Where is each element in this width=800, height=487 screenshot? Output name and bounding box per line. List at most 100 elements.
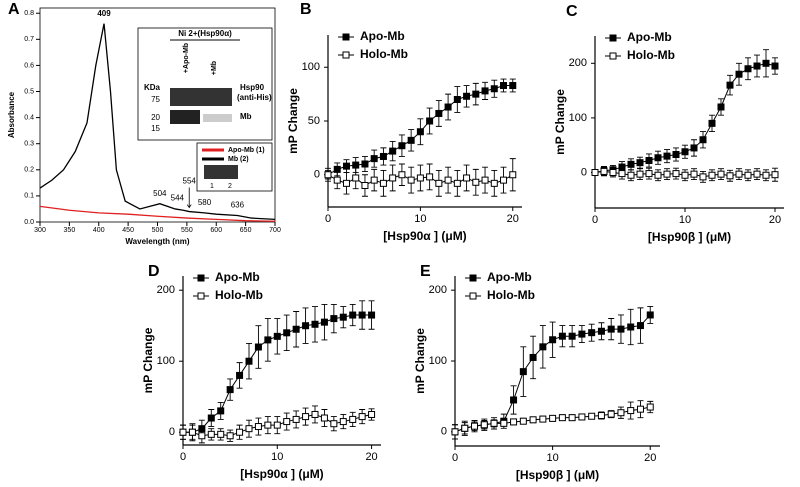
y-tick-label: 0.5: [24, 88, 34, 95]
x-tick-label: 450: [122, 227, 134, 234]
point: [539, 343, 547, 351]
legend-marker: [469, 292, 477, 300]
point: [324, 171, 332, 179]
point: [519, 417, 527, 425]
point: [627, 323, 635, 331]
point: [352, 174, 360, 182]
legend-label: Apo-Mb: [627, 30, 672, 44]
point: [342, 162, 350, 170]
point: [389, 147, 397, 155]
point: [645, 156, 653, 164]
point: [708, 119, 716, 127]
point: [529, 353, 537, 361]
x-tick-label: 10: [271, 451, 283, 463]
point: [627, 160, 635, 168]
point: [179, 428, 187, 436]
legend-label: Holo-Mb: [627, 48, 675, 62]
point: [681, 171, 689, 179]
x-axis-label: [Hsp90α ] (μM): [240, 467, 323, 481]
y-axis-label: mP Change: [553, 89, 567, 155]
x-tick-label: 10: [546, 452, 558, 464]
point: [236, 371, 244, 379]
series-line: [39, 23, 276, 221]
point: [245, 425, 253, 433]
point: [510, 418, 518, 426]
point: [578, 330, 586, 338]
legend-label: Holo-Mb: [215, 288, 263, 302]
point: [597, 412, 605, 420]
point: [617, 325, 625, 333]
point: [311, 320, 319, 328]
legend-marker: [342, 33, 350, 41]
point: [330, 315, 338, 323]
y-tick-label: 0.1: [24, 193, 34, 200]
legend-label: Apo-Mb (1): [228, 147, 265, 154]
legend-marker: [342, 51, 350, 59]
blot-band: [203, 114, 232, 122]
point: [646, 403, 654, 411]
y-tick-label: 0: [441, 426, 447, 438]
point: [472, 178, 480, 186]
point: [636, 322, 644, 330]
point: [699, 136, 707, 144]
point: [735, 70, 743, 78]
x-tick-label: 700: [269, 227, 281, 234]
point: [273, 421, 281, 429]
point: [416, 128, 424, 136]
legend-label: Holo-Mb: [360, 47, 408, 61]
point: [744, 171, 752, 179]
legend-marker: [469, 274, 477, 282]
y-tick-label: 200: [157, 284, 175, 296]
point: [370, 176, 378, 184]
legend-label: Apo-Mb: [360, 29, 405, 43]
x-tick-label: 350: [64, 227, 76, 234]
y-tick-label: 0: [581, 166, 587, 178]
point: [617, 409, 625, 417]
y-tick-label: 100: [157, 355, 175, 367]
point: [398, 142, 406, 150]
point: [490, 419, 498, 427]
point: [245, 357, 253, 365]
x-tick-label: 10: [679, 214, 691, 226]
point: [490, 85, 498, 93]
y-tick-label: 200: [569, 57, 587, 69]
x-tick-label: 600: [210, 227, 222, 234]
point: [708, 171, 716, 179]
annotation-arrow: [186, 187, 192, 209]
point: [292, 415, 300, 423]
point: [207, 414, 215, 422]
point: [699, 173, 707, 181]
band-label: (anti-His): [237, 93, 272, 102]
legend-marker: [609, 52, 617, 60]
point: [654, 154, 662, 162]
point: [726, 172, 734, 180]
point: [597, 327, 605, 335]
point: [416, 174, 424, 182]
annotation: 580: [198, 198, 212, 207]
y-tick-label: 0.8: [24, 10, 34, 17]
y-tick-label: 0.3: [24, 141, 34, 148]
point: [435, 109, 443, 117]
x-axis-label: [Hsp90β ] (μM): [516, 468, 599, 482]
annotation: 409: [97, 9, 111, 18]
y-tick-label: 50: [308, 115, 320, 127]
band-label: Hsp90: [240, 83, 265, 92]
point: [549, 414, 557, 422]
point: [426, 117, 434, 125]
legend-label: Holo-Mb: [487, 288, 535, 302]
band-label: Mb: [240, 112, 252, 121]
point: [753, 62, 761, 70]
x-tick-label: 650: [240, 227, 252, 234]
point: [361, 182, 369, 189]
marker-label: 15: [151, 124, 160, 133]
x-tick-label: 20: [644, 452, 656, 464]
point: [283, 418, 291, 426]
marker-label: 75: [151, 95, 160, 104]
point: [558, 332, 566, 340]
legend-marker: [609, 34, 617, 42]
point: [226, 386, 234, 394]
point: [264, 336, 272, 344]
legend-marker: [197, 292, 205, 300]
point: [726, 81, 734, 89]
point: [771, 171, 779, 179]
